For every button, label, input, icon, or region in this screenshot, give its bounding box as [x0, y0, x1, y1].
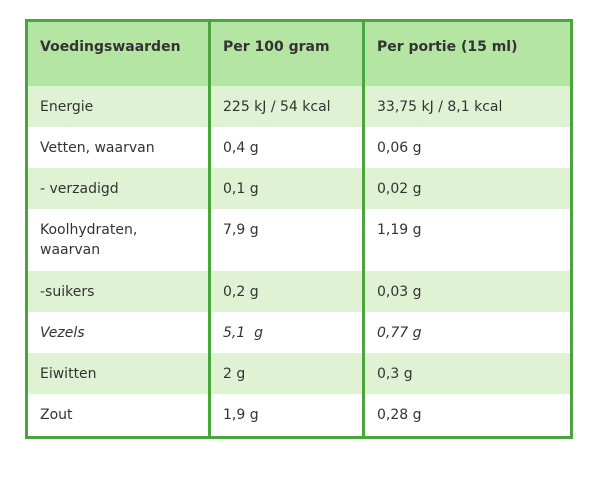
row-per-100: 1,9 g — [223, 407, 259, 423]
table-row-verzadigd: - verzadigd 0,1 g 0,02 g — [28, 168, 570, 209]
row-per-100: 0,1 g — [223, 181, 259, 197]
row-label: Vetten, waarvan — [40, 140, 155, 156]
table-row-vetten: Vetten, waarvan 0,4 g 0,06 g — [28, 127, 570, 168]
row-label: Zout — [40, 407, 73, 423]
row-per-100: 0,2 g — [223, 284, 259, 300]
row-per-portion: 0,06 g — [377, 140, 422, 156]
column-divider — [362, 22, 365, 436]
row-per-100: 225 kJ / 54 kcal — [223, 99, 331, 115]
row-per-portion: 0,28 g — [377, 407, 422, 423]
row-per-100: 7,9 g — [223, 222, 259, 238]
row-label: -suikers — [40, 284, 95, 300]
table-row-koolhydraten: Koolhydraten, waarvan 7,9 g 1,19 g — [28, 209, 570, 271]
row-per-portion: 0,77 g — [377, 325, 422, 341]
nutrition-table: Voedingswaarden Per 100 gram Per portie … — [25, 19, 573, 439]
row-per-portion: 0,02 g — [377, 181, 422, 197]
table-row-suikers: -suikers 0,2 g 0,03 g — [28, 271, 570, 312]
row-label: - verzadigd — [40, 181, 119, 197]
row-per-portion: 0,03 g — [377, 284, 422, 300]
table-row-energie: Energie 225 kJ / 54 kcal 33,75 kJ / 8,1 … — [28, 86, 570, 127]
row-per-100: 5,1 g — [223, 325, 264, 341]
row-label: Energie — [40, 99, 94, 115]
row-per-portion: 33,75 kJ / 8,1 kcal — [377, 99, 503, 115]
row-label: Eiwitten — [40, 366, 97, 382]
column-divider — [208, 22, 211, 436]
row-per-portion: 0,3 g — [377, 366, 413, 382]
table-row-eiwitten: Eiwitten 2 g 0,3 g — [28, 353, 570, 394]
header-per-100-gram: Per 100 gram — [223, 39, 330, 55]
row-per-portion: 1,19 g — [377, 222, 422, 238]
table-row-zout: Zout 1,9 g 0,28 g — [28, 394, 570, 436]
row-per-100: 2 g — [223, 366, 246, 382]
row-label: Vezels — [40, 325, 85, 341]
header-nutrients: Voedingswaarden — [40, 39, 181, 55]
table-header-row: Voedingswaarden Per 100 gram Per portie … — [28, 22, 570, 86]
table-row-vezels: Vezels 5,1 g 0,77 g — [28, 312, 570, 353]
header-per-portion: Per portie (15 ml) — [377, 39, 518, 55]
row-label: Koolhydraten, waarvan — [40, 222, 138, 258]
row-per-100: 0,4 g — [223, 140, 259, 156]
